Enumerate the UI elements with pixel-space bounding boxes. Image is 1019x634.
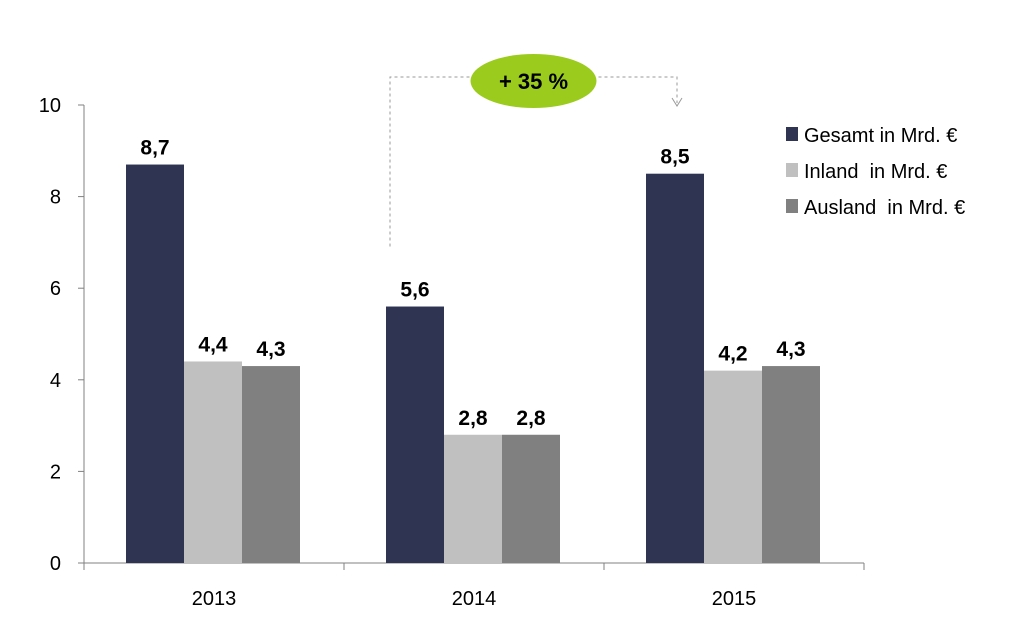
legend-swatch [786,163,798,177]
y-tick-label: 8 [50,187,61,209]
data-label: 2,8 [458,407,488,430]
data-label: 4,3 [256,338,285,361]
bar-gesamt [126,164,184,564]
data-label: 2,8 [516,407,546,430]
bar-inland [184,361,242,563]
legend-label: Gesamt in Mrd. € [804,125,957,147]
legend-label: Inland in Mrd. € [804,161,947,183]
growth-badge-text: + 35 % [499,69,568,94]
y-tick-label: 10 [39,95,61,117]
y-tick-label: 4 [50,370,61,392]
data-label: 4,4 [198,333,228,356]
data-label: 4,3 [776,338,805,361]
legend-swatch [786,127,798,141]
y-tick-label: 0 [50,553,61,575]
y-tick-label: 2 [50,461,61,483]
growth-badge [470,54,597,108]
x-category-label: 2014 [452,588,497,610]
x-category-label: 2013 [192,588,237,610]
data-label: 8,5 [660,146,690,169]
bar-ausland [502,434,560,563]
bar-inland [444,434,502,563]
bar-gesamt [646,173,704,563]
bar-ausland [242,366,300,563]
callout-arrowhead [671,97,683,107]
data-label: 5,6 [400,279,429,302]
legend-label: Ausland in Mrd. € [804,197,965,219]
bar-inland [704,370,762,563]
y-tick-label: 6 [50,278,61,300]
legend-swatch [786,199,798,213]
x-category-label: 2015 [712,588,757,610]
data-label: 8,7 [140,137,169,160]
data-label: 4,2 [718,343,747,366]
bar-ausland [762,366,820,563]
bar-gesamt [386,306,444,563]
